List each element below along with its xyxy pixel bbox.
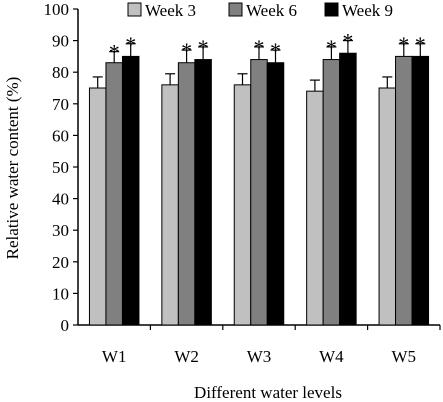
bar-week-6-w1 [105, 62, 123, 326]
x-tick-label: W1 [102, 347, 127, 366]
bar-week-6-w2 [177, 62, 196, 326]
y-tick-label: 60 [52, 126, 69, 145]
legend-label: Week 6 [246, 1, 297, 20]
bar-week-3-w5 [378, 87, 397, 326]
bar-week-3-w4 [306, 90, 324, 326]
significance-marker: * [181, 38, 192, 63]
y-tick-label: 100 [44, 0, 70, 19]
y-tick-label: 70 [52, 95, 69, 114]
x-tick-label: W5 [392, 347, 417, 366]
significance-marker: * [342, 29, 353, 54]
bar-week-6-w5 [395, 55, 413, 326]
legend-label: Week 9 [342, 1, 393, 20]
significance-marker: * [415, 32, 426, 57]
legend-swatch [324, 2, 339, 17]
significance-marker: * [254, 35, 265, 60]
bar-week-9-w3 [266, 62, 285, 326]
bar-week-3-w2 [161, 84, 179, 326]
y-tick-label: 30 [52, 221, 69, 240]
y-tick-label: 80 [52, 63, 69, 82]
x-tick-label: W4 [319, 347, 344, 366]
bar-week-6-w3 [250, 59, 268, 326]
significance-marker: * [125, 32, 136, 57]
x-tick-label: W3 [247, 347, 272, 366]
significance-marker: * [326, 35, 337, 60]
legend-label: Week 3 [145, 1, 196, 20]
bar-week-9-w5 [411, 55, 430, 326]
bar-week-3-w1 [88, 87, 107, 326]
y-tick-label: 0 [61, 316, 70, 335]
y-tick-label: 90 [52, 32, 69, 51]
y-tick-label: 40 [52, 190, 69, 209]
bar-week-6-w4 [322, 59, 341, 326]
significance-marker: * [270, 38, 281, 63]
significance-marker: * [109, 40, 120, 65]
significance-marker: * [398, 32, 409, 57]
bar-week-9-w2 [194, 59, 212, 326]
bar-week-9-w4 [339, 52, 357, 326]
y-tick-label: 50 [52, 158, 69, 177]
bar-week-9-w1 [121, 55, 140, 326]
y-tick-label: 20 [52, 253, 69, 272]
y-axis-label: Relative water content (%) [3, 77, 22, 260]
legend-swatch [228, 2, 243, 17]
significance-marker: * [198, 35, 209, 60]
bar-week-3-w3 [233, 84, 252, 326]
legend-swatch [127, 2, 142, 17]
x-axis-label: Different water levels [194, 383, 342, 402]
x-tick-label: W2 [174, 347, 199, 366]
legend: Week 3 Week 6 Week 9 [127, 1, 393, 20]
y-tick-label: 10 [52, 284, 69, 303]
